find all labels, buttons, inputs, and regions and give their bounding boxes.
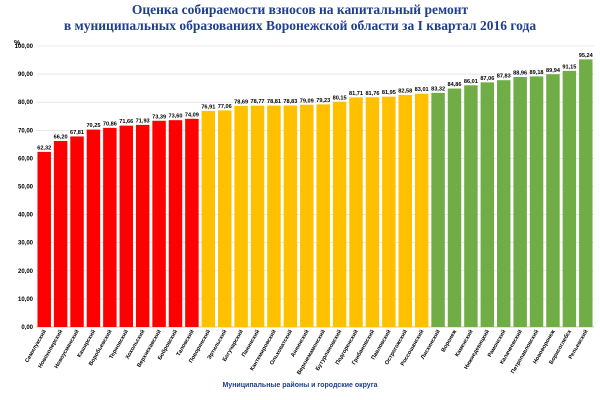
- bar: [365, 97, 380, 328]
- y-tick-labels: 0,00 10,00 20,00 30,00 40,00 50,00 60,00 70,00 8…: [15, 44, 34, 331]
- data-label: 73,60: [169, 114, 183, 120]
- x-tick-label: Верхнемамонский: [295, 328, 327, 376]
- bar: [119, 125, 133, 327]
- data-label: 88,96: [513, 71, 527, 77]
- bar: [201, 110, 216, 327]
- data-label: 83,01: [415, 87, 429, 93]
- data-label: 71,66: [119, 119, 133, 125]
- bar: [185, 118, 199, 327]
- data-label: 89,94: [546, 68, 561, 74]
- x-tick-labels: СемилукскийНовохоперскийНовоусманскийКаш…: [23, 328, 589, 376]
- data-label: 83,32: [431, 86, 445, 92]
- bar: [283, 105, 298, 327]
- data-label: 87,06: [480, 76, 494, 82]
- data-label: 81,76: [365, 91, 379, 97]
- data-label: 62,32: [37, 145, 51, 151]
- bar: [53, 140, 68, 327]
- data-label: 66,20: [54, 134, 68, 140]
- chart-title-line-1: Оценка собираемости взносов на капитальн…: [131, 2, 469, 17]
- data-label: 73,39: [152, 114, 166, 120]
- data-label: 67,81: [70, 130, 84, 136]
- bar: [152, 120, 166, 327]
- data-label: 82,58: [398, 88, 412, 94]
- data-label: 84,86: [448, 82, 462, 88]
- y-tick-label: 60,00: [18, 156, 34, 162]
- bar: [332, 101, 347, 327]
- data-label: 81,71: [349, 91, 363, 97]
- data-label: 77,06: [218, 104, 232, 110]
- bar: [234, 105, 248, 327]
- data-label: 70,86: [103, 121, 117, 127]
- bar: [168, 120, 183, 328]
- bar: [267, 105, 281, 327]
- chart-title: Оценка собираемости взносов на капитальн…: [0, 2, 600, 34]
- bar: [103, 127, 117, 328]
- bars: [37, 59, 593, 328]
- bar: [562, 70, 577, 327]
- bar: [513, 77, 527, 327]
- y-tick-label: 30,00: [18, 241, 34, 247]
- data-label: 78,81: [267, 99, 281, 105]
- bar: [86, 129, 101, 327]
- data-label: 74,09: [185, 112, 199, 118]
- data-label: 79,09: [300, 98, 314, 104]
- y-tick-label: 20,00: [18, 269, 34, 275]
- y-tick-label: 50,00: [18, 185, 34, 191]
- bar: [579, 59, 593, 327]
- x-tick-label: Воронеж: [441, 328, 459, 353]
- data-label: 81,95: [382, 90, 396, 96]
- bar: [464, 85, 478, 328]
- bar: [497, 80, 511, 328]
- bar: [218, 110, 232, 328]
- bar: [480, 82, 495, 328]
- data-label: 86,01: [464, 79, 478, 85]
- bar: [447, 88, 462, 328]
- data-label: 89,18: [530, 70, 544, 76]
- y-tick-label: 100,00: [15, 44, 34, 50]
- data-label: 80,15: [333, 95, 347, 101]
- x-axis-title: Муниципальные районы и городские округа: [222, 382, 378, 389]
- bar: [349, 97, 363, 327]
- bar: [529, 76, 544, 327]
- data-label: 76,91: [201, 104, 215, 110]
- bar: [431, 92, 445, 328]
- y-tick-label: 80,00: [18, 100, 34, 106]
- y-tick-label: 40,00: [18, 213, 34, 219]
- bar: [135, 124, 150, 327]
- chart-title-line-2: в муниципальных образованиях Воронежской…: [63, 18, 537, 33]
- data-label: 91,15: [562, 64, 576, 70]
- data-label: 78,83: [283, 99, 297, 105]
- bar: [316, 104, 330, 327]
- bar: [300, 104, 314, 327]
- y-tick-label: 90,00: [18, 72, 34, 78]
- data-label: 78,69: [234, 99, 248, 105]
- bar: [414, 93, 429, 327]
- y-tick-label: 70,00: [18, 128, 34, 134]
- data-label: 71,93: [136, 118, 150, 124]
- bar: [70, 136, 84, 327]
- bar: [546, 74, 560, 327]
- data-label: 87,83: [497, 74, 511, 80]
- bar: [398, 94, 412, 328]
- data-label: 95,24: [579, 53, 594, 59]
- data-label: 70,25: [86, 123, 100, 129]
- bar: [37, 151, 51, 327]
- data-label: 78,77: [251, 99, 265, 105]
- bar: [250, 105, 265, 327]
- data-label: 79,23: [316, 98, 330, 104]
- y-axis-unit-label: %: [14, 40, 21, 47]
- bar: [382, 96, 396, 328]
- y-tick-label: 0,00: [21, 325, 33, 331]
- y-tick-label: 10,00: [18, 297, 34, 303]
